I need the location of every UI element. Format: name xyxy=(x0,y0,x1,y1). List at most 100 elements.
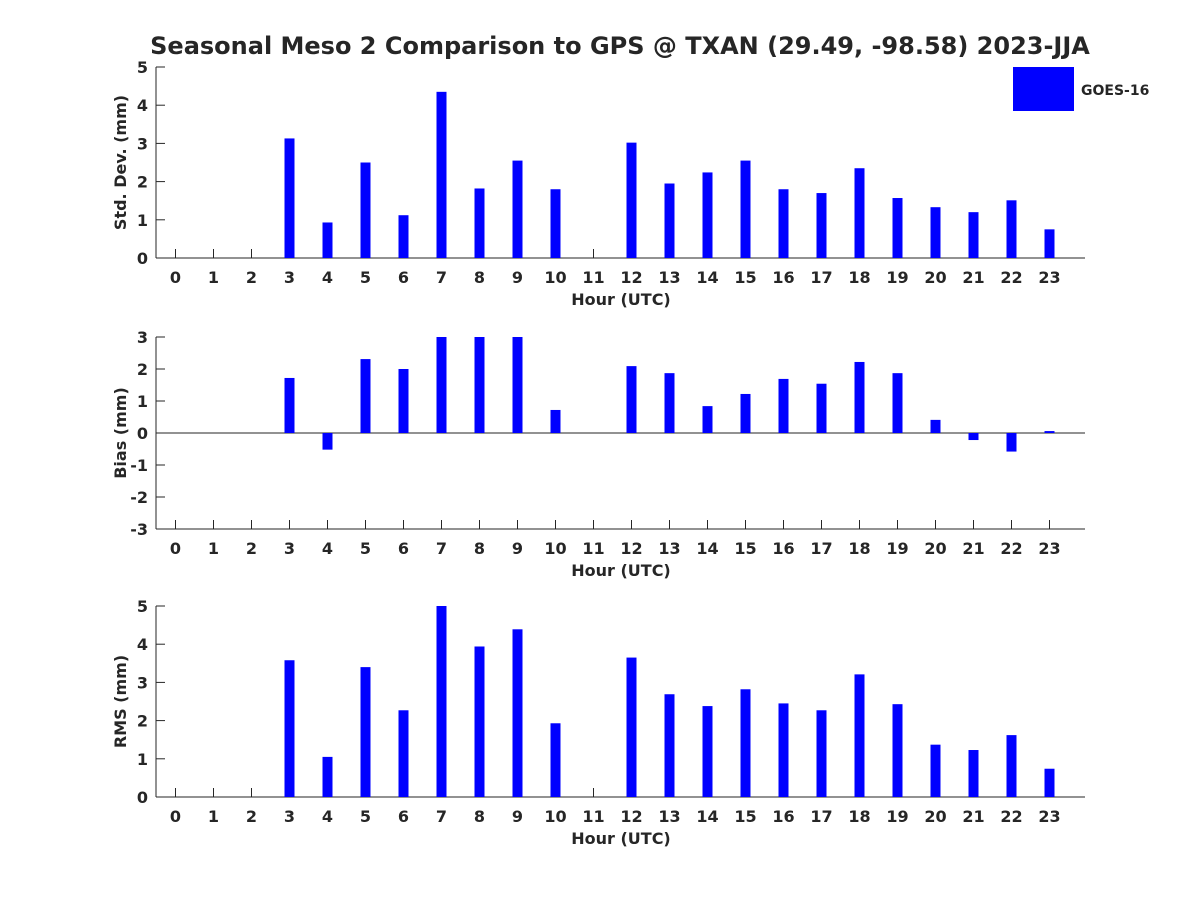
std-dev-x-tick-label: 0 xyxy=(170,268,181,287)
std-dev-bar-hour-3 xyxy=(284,138,295,258)
rms-bar-hour-15 xyxy=(740,689,751,797)
rms-x-tick-label: 22 xyxy=(1000,807,1022,826)
rms-x-tick-label: 18 xyxy=(848,807,870,826)
std-dev-bar-hour-18 xyxy=(854,168,865,258)
bias-x-tick-label: 18 xyxy=(848,539,870,558)
std-dev-x-tick-label: 12 xyxy=(620,268,642,287)
bias-x-tick-label: 8 xyxy=(474,539,485,558)
rms-y-tick-label: 4 xyxy=(137,635,148,654)
bias-y-axis-label: Bias (mm) xyxy=(111,387,130,479)
std-dev-bar-hour-4 xyxy=(322,222,333,258)
std-dev-x-tick-label: 8 xyxy=(474,268,485,287)
std-dev-x-tick-label: 9 xyxy=(512,268,523,287)
bias-x-tick-label: 5 xyxy=(360,539,371,558)
rms-bar-hour-14 xyxy=(702,706,713,797)
bias-y-tick-label: 2 xyxy=(137,360,148,379)
rms-x-tick-label: 11 xyxy=(582,807,604,826)
rms-x-tick-label: 16 xyxy=(772,807,794,826)
rms-bar-hour-23 xyxy=(1044,768,1055,797)
rms-x-tick-label: 4 xyxy=(322,807,333,826)
rms-bar-hour-17 xyxy=(816,710,827,797)
std-dev-bar-hour-16 xyxy=(778,189,789,258)
std-dev-bar-hour-6 xyxy=(398,215,409,258)
bias-bar-hour-12 xyxy=(626,366,637,433)
rms-bar-hour-18 xyxy=(854,674,865,797)
std-dev-y-axis-label: Std. Dev. (mm) xyxy=(111,95,130,230)
rms-bar-hour-16 xyxy=(778,703,789,797)
bias-x-axis-label: Hour (UTC) xyxy=(571,561,671,580)
std-dev-y-tick-label: 0 xyxy=(137,249,148,268)
rms-x-tick-label: 19 xyxy=(886,807,908,826)
bias-bar-hour-19 xyxy=(892,373,903,433)
bias-x-tick-label: 3 xyxy=(284,539,295,558)
std-dev-x-tick-label: 18 xyxy=(848,268,870,287)
rms-x-axis-label: Hour (UTC) xyxy=(571,829,671,848)
rms-y-tick-label: 5 xyxy=(137,597,148,616)
bias-bar-hour-5 xyxy=(360,359,371,433)
bias-x-tick-label: 13 xyxy=(658,539,680,558)
bias-x-tick-label: 12 xyxy=(620,539,642,558)
bias-bar-hour-17 xyxy=(816,383,827,433)
bias-bar-hour-18 xyxy=(854,361,865,433)
rms-x-tick-label: 9 xyxy=(512,807,523,826)
std-dev-x-tick-label: 21 xyxy=(962,268,984,287)
bias-y-tick-label: 0 xyxy=(137,424,148,443)
rms-x-tick-label: 5 xyxy=(360,807,371,826)
rms-bar-hour-4 xyxy=(322,756,333,797)
rms-x-tick-label: 17 xyxy=(810,807,832,826)
std-dev-x-tick-label: 3 xyxy=(284,268,295,287)
bias-y-tick-label: 1 xyxy=(137,392,148,411)
rms-x-tick-label: 13 xyxy=(658,807,680,826)
rms-y-tick-label: 2 xyxy=(137,712,148,731)
std-dev-y-tick-label: 1 xyxy=(137,211,148,230)
legend-swatch xyxy=(1013,67,1074,111)
bias-bar-hour-14 xyxy=(702,406,713,433)
std-dev-bar-hour-22 xyxy=(1006,200,1017,258)
bias-y-tick-label: -1 xyxy=(130,456,148,475)
std-dev-x-tick-label: 13 xyxy=(658,268,680,287)
bias-bar-hour-23 xyxy=(1044,431,1055,433)
rms-bar-hour-6 xyxy=(398,710,409,797)
bias-bar-hour-15 xyxy=(740,393,751,433)
bias-x-tick-label: 7 xyxy=(436,539,447,558)
bias-x-tick-label: 10 xyxy=(544,539,566,558)
bias-bar-hour-4 xyxy=(322,433,333,450)
rms-x-tick-label: 21 xyxy=(962,807,984,826)
rms-bar-hour-3 xyxy=(284,660,295,797)
std-dev-x-tick-label: 20 xyxy=(924,268,946,287)
rms-x-tick-label: 2 xyxy=(246,807,257,826)
std-dev-y-tick-label: 5 xyxy=(137,58,148,77)
bias-x-tick-label: 1 xyxy=(208,539,219,558)
bias-x-tick-label: 4 xyxy=(322,539,333,558)
std-dev-x-axis-label: Hour (UTC) xyxy=(571,290,671,309)
std-dev-bar-hour-7 xyxy=(436,91,447,258)
std-dev-bar-hour-20 xyxy=(930,207,941,258)
rms-bar-hour-22 xyxy=(1006,735,1017,797)
bias-bar-hour-13 xyxy=(664,373,675,433)
std-dev-bar-hour-13 xyxy=(664,183,675,258)
std-dev-x-tick-label: 19 xyxy=(886,268,908,287)
rms-x-tick-label: 10 xyxy=(544,807,566,826)
std-dev-bar-hour-23 xyxy=(1044,229,1055,258)
std-dev-bar-hour-9 xyxy=(512,160,523,258)
rms-bar-hour-7 xyxy=(436,606,447,797)
bias-x-tick-label: 17 xyxy=(810,539,832,558)
rms-bar-hour-8 xyxy=(474,646,485,797)
rms-x-tick-label: 7 xyxy=(436,807,447,826)
rms-bar-hour-20 xyxy=(930,744,941,797)
std-dev-x-tick-label: 17 xyxy=(810,268,832,287)
bias-bar-hour-3 xyxy=(284,377,295,433)
rms-x-tick-label: 23 xyxy=(1038,807,1060,826)
bias-bar-hour-10 xyxy=(550,409,561,433)
std-dev-x-tick-label: 5 xyxy=(360,268,371,287)
legend-label: GOES-16 xyxy=(1081,83,1149,99)
bias-bar-hour-9 xyxy=(512,337,523,433)
rms-x-tick-label: 20 xyxy=(924,807,946,826)
rms-bar-hour-21 xyxy=(968,750,979,797)
std-dev-y-tick-label: 2 xyxy=(137,173,148,192)
bias-x-tick-label: 0 xyxy=(170,539,181,558)
